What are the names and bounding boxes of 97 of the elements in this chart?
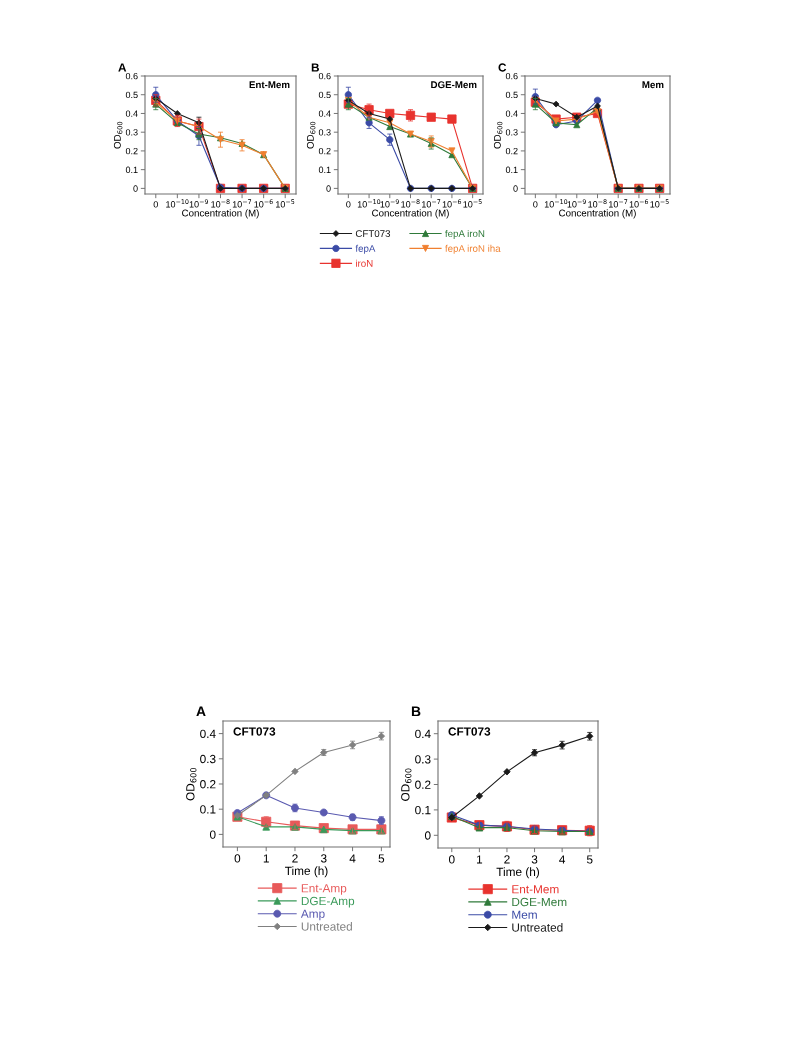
x-axis-title: Time (h): [496, 867, 540, 879]
legend-label: CFT073: [355, 230, 391, 238]
x-tick-label: 10$^{−10}$: [544, 199, 568, 208]
x-tick-label: 0: [448, 855, 455, 864]
y-tick-label: 0.2: [415, 780, 431, 789]
x-tick-label: 2: [292, 854, 298, 863]
chart-title: CFT073: [448, 727, 491, 736]
legend-label: fepA: [355, 244, 376, 254]
x-tick-label: 3: [320, 854, 327, 863]
text: A: [118, 63, 127, 72]
legend-label: DGE-Amp: [301, 896, 355, 908]
y-tick-label: 0.3: [505, 129, 518, 136]
x-tick-label: 2: [504, 855, 510, 864]
y-tick-label: 0: [424, 831, 431, 840]
legend-label: Ent-Mem: [512, 885, 559, 894]
legend-label: Untreated: [301, 922, 352, 931]
y-tick-label: 0.3: [200, 754, 216, 764]
y-tick-label: 0.2: [318, 147, 331, 155]
y-tick-label: 0.4: [415, 729, 431, 739]
legend-label: iroN: [356, 259, 373, 267]
x-tick-label: 10$^{−8}$: [211, 199, 230, 208]
x-axis-title: Concentration (M): [559, 209, 636, 219]
x-tick-label: 10$^{−10}$: [357, 199, 381, 208]
y-tick-label: 0.1: [200, 805, 216, 814]
y-tick-label: 0.1: [505, 166, 518, 174]
y-tick-label: 0: [513, 185, 518, 192]
y-tick-label: 0.6: [318, 72, 331, 80]
x-tick-label: 5: [378, 854, 385, 863]
y-tick-label: 0.3: [318, 129, 331, 136]
text: B: [311, 63, 319, 72]
x-axis-title: Concentration (M): [182, 209, 259, 219]
x-tick-label: 10$^{−6}$: [442, 199, 462, 208]
y-tick-label: 0.5: [318, 91, 331, 99]
y-tick-label: 0.5: [505, 91, 518, 99]
chart-title: Ent-Mem: [249, 81, 290, 89]
text: A: [196, 706, 206, 717]
x-tick-label: 10$^{−9}$: [567, 199, 586, 208]
x-tick-label: 10$^{−7}$: [609, 199, 628, 208]
x-tick-label: 10$^{−7}$: [422, 199, 441, 208]
x-tick-label: 10$^{−5}$: [650, 199, 669, 208]
legend-label: Amp: [300, 909, 325, 921]
legend-label: Mem: [512, 910, 537, 919]
x-tick-label: 4: [559, 855, 566, 864]
y-tick-label: 0.3: [415, 755, 431, 764]
y-tick-label: 0.6: [125, 72, 138, 80]
y-tick-label: 0.2: [125, 147, 138, 155]
text: C: [498, 63, 507, 72]
x-tick-label: 3: [531, 855, 538, 864]
y-tick-label: 0.3: [125, 129, 138, 136]
y-tick-label: 0.4: [505, 110, 518, 117]
y-axis-title: OD$_{600}$: [186, 767, 197, 801]
text: B: [411, 706, 421, 717]
x-tick-label: 0: [153, 201, 158, 208]
y-tick-label: 0.2: [505, 147, 518, 155]
x-tick-label: 10$^{−9}$: [189, 199, 209, 208]
chart-title: Mem: [642, 81, 664, 89]
x-axis-title: Time (h): [285, 866, 328, 878]
y-tick-label: 0.2: [200, 780, 216, 789]
chart-title: CFT073: [233, 727, 276, 736]
y-tick-label: 0.4: [200, 729, 216, 738]
y-tick-label: 0.5: [125, 91, 138, 99]
legend-label: Ent-Amp: [301, 884, 347, 895]
y-tick-label: 0: [326, 185, 331, 192]
x-tick-label: 10$^{−9}$: [380, 199, 399, 208]
x-tick-label: 4: [349, 854, 356, 863]
y-axis-title: OD$_{600}$: [306, 121, 316, 149]
x-tick-label: 1: [263, 854, 269, 863]
x-tick-label: 10$^{−8}$: [588, 199, 607, 208]
y-axis-title: OD$_{600}$: [113, 121, 123, 149]
x-tick-label: 0: [533, 201, 538, 208]
x-tick-label: 10$^{−5}$: [276, 199, 295, 208]
y-tick-label: 0.4: [318, 110, 331, 117]
y-tick-label: 0: [209, 830, 216, 839]
x-tick-label: 10$^{−8}$: [401, 199, 420, 208]
x-tick-label: 1: [477, 855, 483, 864]
legend-label: fepA iroN iha: [445, 244, 501, 254]
y-tick-label: 0.1: [318, 166, 331, 174]
chart-title: DGE-Mem: [431, 81, 477, 89]
legend-label: Untreated: [512, 923, 563, 932]
x-tick-label: 10$^{−10}$: [166, 199, 189, 208]
legend-label: DGE-Mem: [512, 897, 567, 907]
x-tick-label: 0: [234, 854, 241, 863]
x-tick-label: 10$^{−6}$: [629, 199, 649, 208]
x-tick-label: 5: [586, 855, 593, 864]
y-tick-label: 0.4: [125, 110, 138, 117]
x-tick-label: 0: [346, 201, 351, 208]
y-axis-title: OD$_{600}$: [493, 121, 503, 149]
legend-label: fepA iroN: [445, 229, 485, 239]
y-axis-title: OD$_{600}$: [401, 768, 412, 801]
x-tick-label: 10$^{−7}$: [232, 199, 252, 208]
y-tick-label: 0.1: [125, 166, 138, 174]
x-axis-title: Concentration (M): [372, 209, 449, 219]
y-tick-label: 0.6: [505, 72, 518, 80]
x-tick-label: 10$^{−5}$: [463, 199, 482, 208]
y-tick-label: 0.1: [415, 805, 431, 815]
x-tick-label: 10$^{−6}$: [254, 199, 273, 208]
y-tick-label: 0: [133, 185, 138, 192]
